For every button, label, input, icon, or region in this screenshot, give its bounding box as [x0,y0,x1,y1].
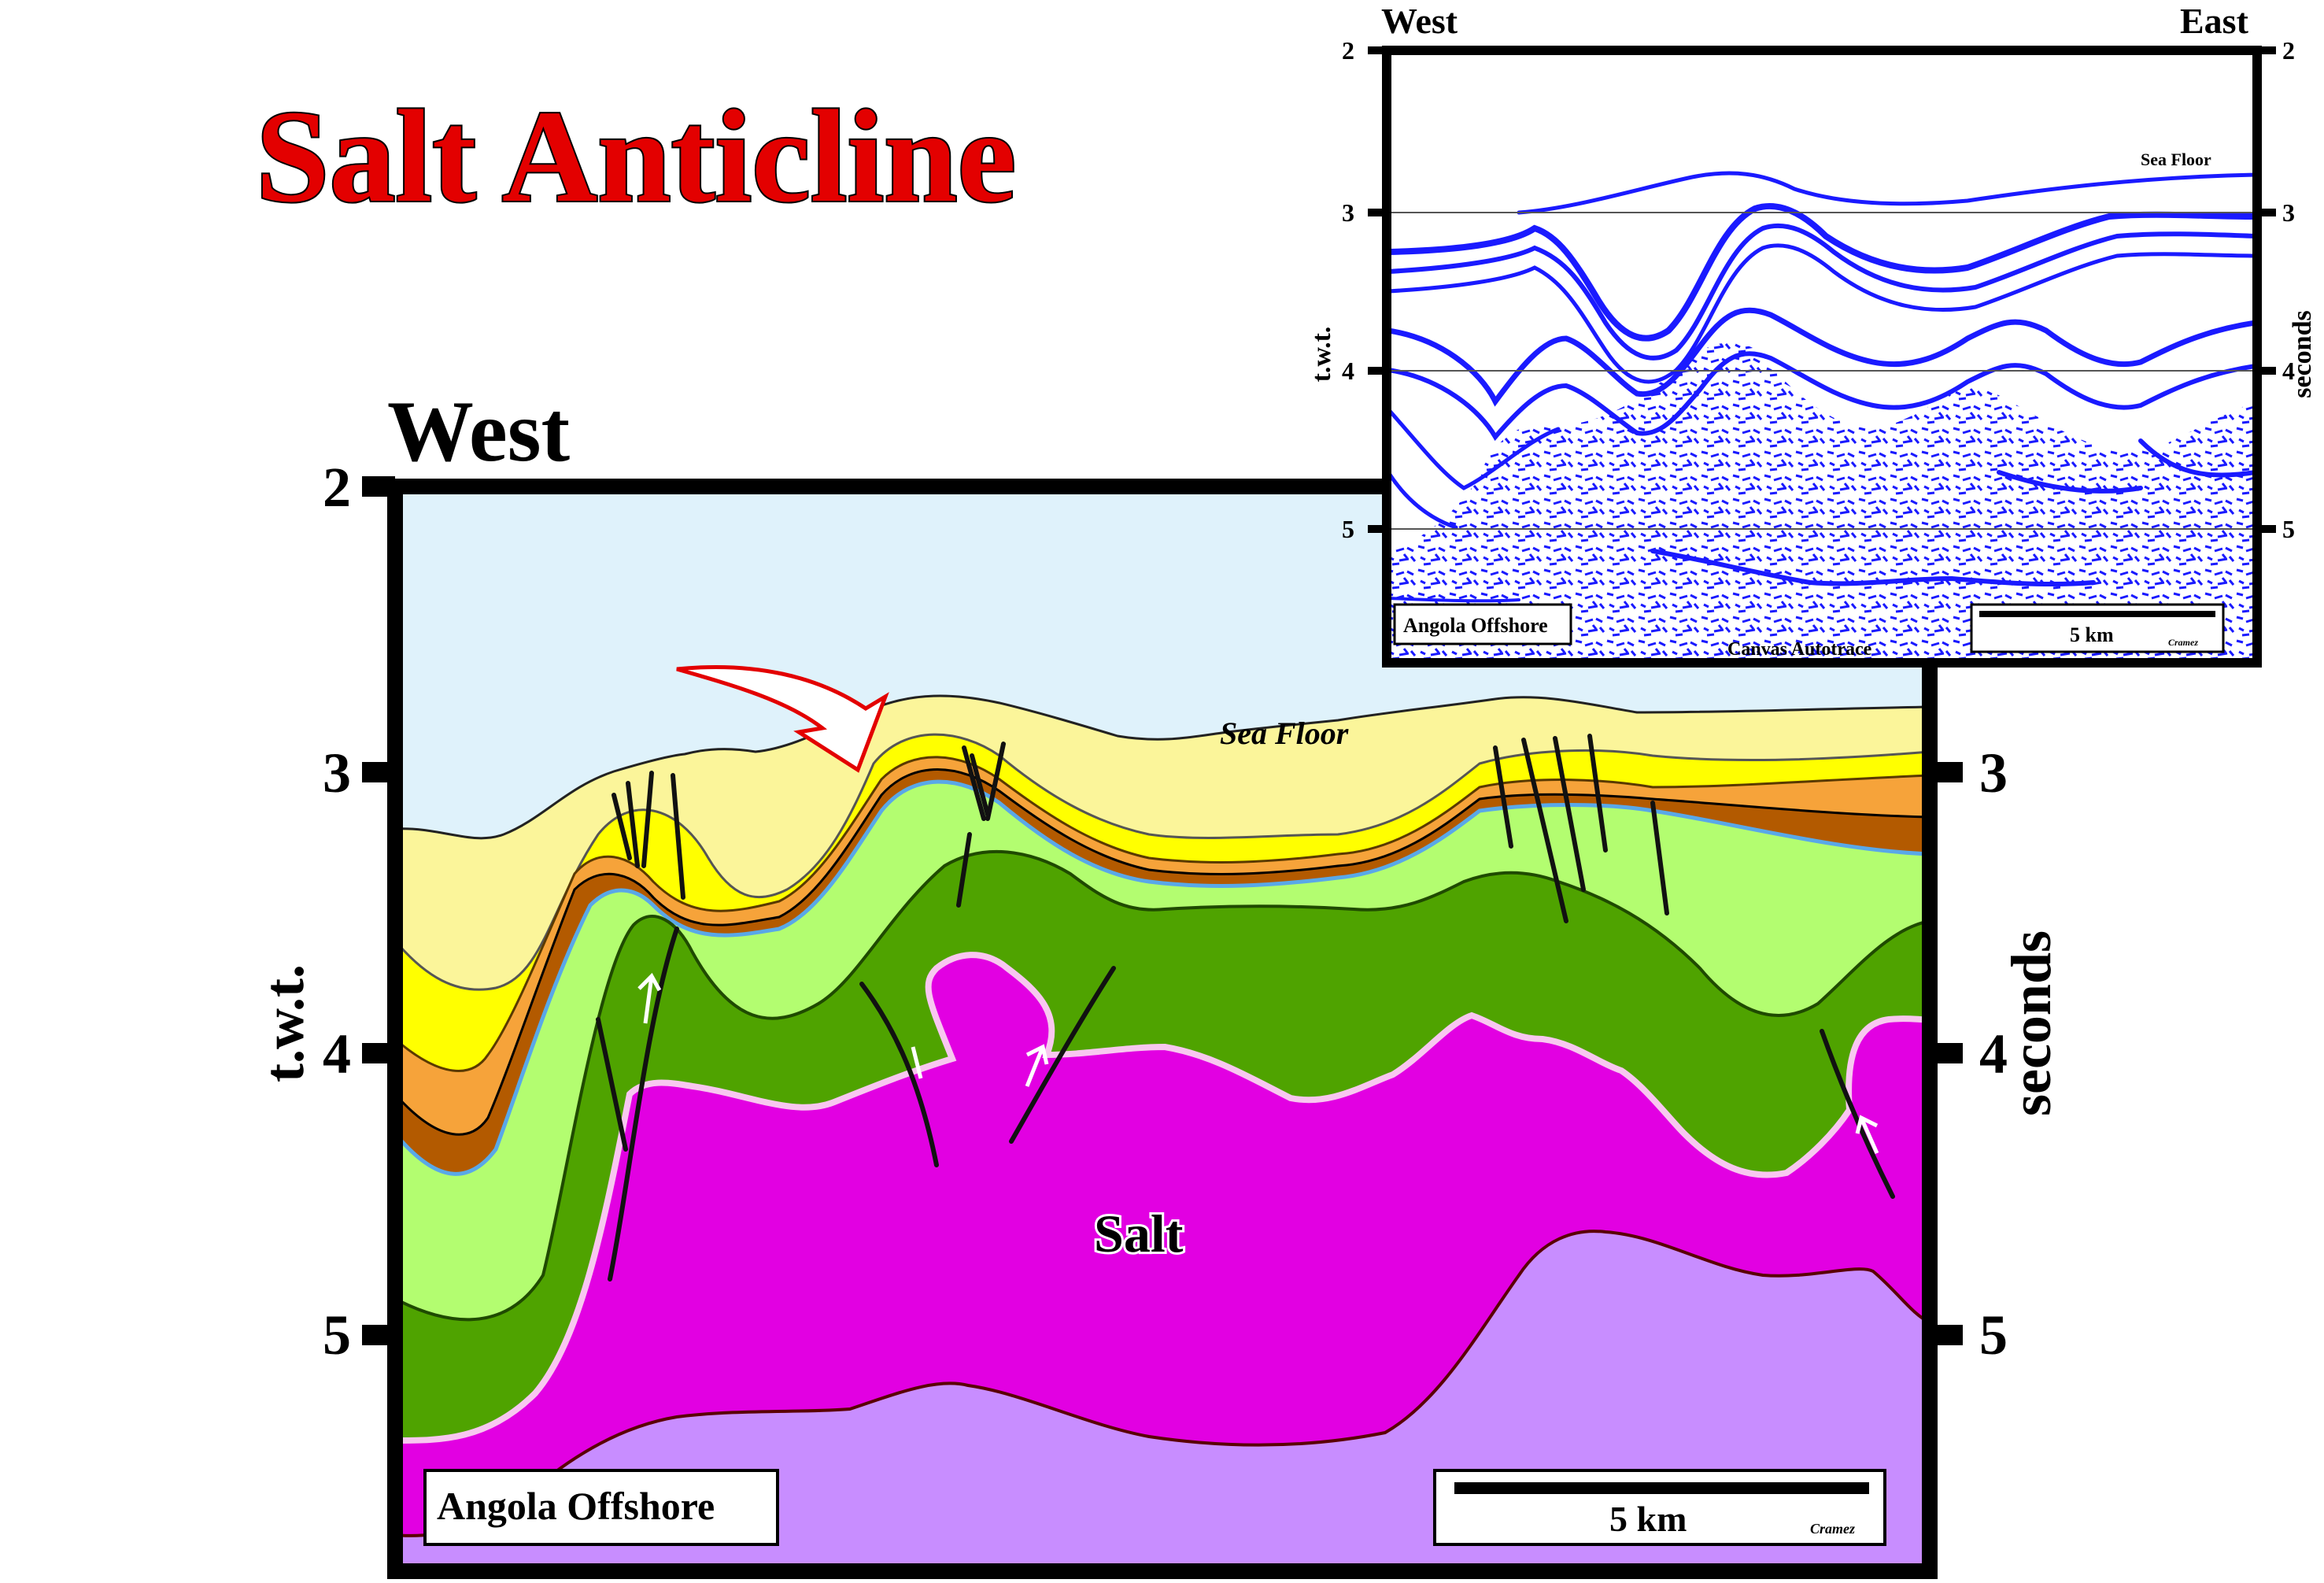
inset-location-box: Angola Offshore [1393,603,1572,645]
svg-text:5 km: 5 km [1609,1499,1687,1539]
main-axis-ticks [362,476,1963,1345]
inset-frame [1382,46,2262,668]
svg-text:4: 4 [1342,357,1354,385]
svg-text:2: 2 [323,456,351,519]
main-frame [387,479,1938,1579]
inset-axis-tick-labels: 2 3 4 5 2 3 4 5 [1342,36,2295,543]
salt-label: Salt [1094,1204,1184,1263]
inset-watermark: Canvas Autotrace [1727,639,1872,660]
inset-salt-noise [1388,342,2256,661]
svg-text:5: 5 [323,1304,351,1367]
inset-west-label: West [1381,1,1458,41]
main-axis-tick-labels: 2 3 4 5 3 4 5 [323,456,2008,1367]
inset-seismic-section: West East [1307,1,2317,668]
main-scale-box: 5 km Cramez [1433,1469,1886,1546]
main-right-axis-label: seconds [2000,930,2063,1116]
inset-east-label: East [2180,1,2249,41]
inset-timelines [1388,212,2256,530]
svg-text:3: 3 [323,742,351,804]
svg-text:4: 4 [2282,357,2295,385]
svg-text:4: 4 [323,1023,351,1086]
fault-lines [596,734,1895,1282]
main-west-label: West [387,383,571,479]
inset-right-axis-label: seconds [2288,310,2317,398]
svg-text:3: 3 [1342,198,1354,227]
sea-floor-label: Sea Floor [1220,716,1349,751]
main-cross-section: West [253,383,2063,1579]
svg-text:2: 2 [2282,36,2295,65]
svg-text:Angola Offshore: Angola Offshore [1403,614,1548,637]
svg-text:5 km: 5 km [2070,623,2114,646]
page-title: Salt Anticline [256,83,1016,230]
svg-text:5: 5 [1979,1304,2008,1367]
main-left-axis-label: t.w.t. [253,964,316,1082]
red-arrow [676,664,889,773]
inset-axis-ticks [1368,46,2276,533]
svg-text:Cramez: Cramez [2168,637,2198,648]
inset-sea-floor-label: Sea Floor [2141,150,2211,169]
svg-text:5: 5 [1342,515,1354,543]
svg-text:3: 3 [1979,742,2008,804]
svg-text:5: 5 [2282,515,2295,543]
svg-text:Angola Offshore: Angola Offshore [437,1484,715,1528]
inset-scale-box: 5 km Cramez [1970,603,2225,653]
svg-text:3: 3 [2282,198,2295,227]
displacement-arrows [637,972,1879,1155]
inset-reflectors [1388,171,2256,603]
svg-text:2: 2 [1342,36,1354,65]
main-location-box: Angola Offshore [423,1469,779,1546]
svg-text:4: 4 [1979,1023,2008,1086]
inset-left-axis-label: t.w.t. [1307,327,1336,383]
svg-text:Cramez: Cramez [1810,1521,1855,1537]
